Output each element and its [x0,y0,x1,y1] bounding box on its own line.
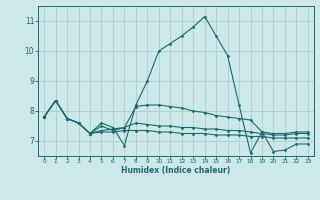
X-axis label: Humidex (Indice chaleur): Humidex (Indice chaleur) [121,166,231,175]
